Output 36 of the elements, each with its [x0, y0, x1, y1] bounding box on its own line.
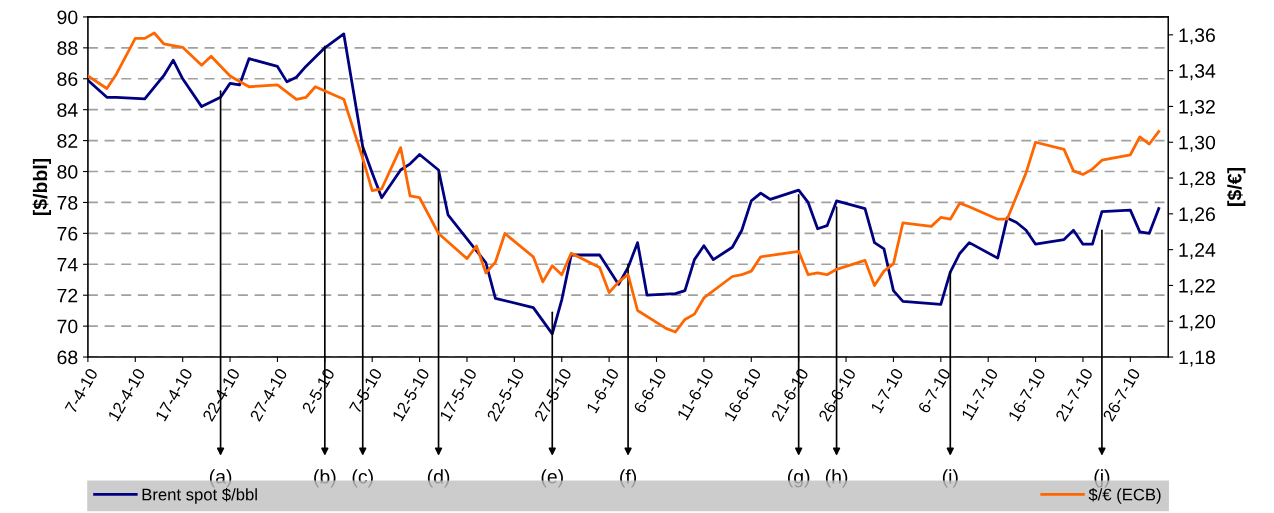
y2-tick-label: 1,26 — [1179, 207, 1215, 224]
legend-label: $/€ (ECB) — [1088, 487, 1161, 504]
annotation: (a) — [209, 469, 232, 488]
y-tick-label: 82 — [57, 134, 78, 148]
y2-tick-label: 1,20 — [1179, 314, 1216, 331]
annotation: (d) — [427, 469, 450, 488]
y2-tick-label: 1,34 — [1179, 64, 1216, 81]
annotation: (g) — [787, 469, 810, 488]
y2-tick-label: 1,22 — [1179, 278, 1215, 295]
y-tick-label: 86 — [57, 72, 78, 87]
legend-label: Brent spot $/bbl — [142, 487, 257, 504]
y2-axis-title: [$/€] — [1226, 168, 1246, 206]
y2-tick-label: 1,36 — [1179, 28, 1215, 45]
y-tick-label: 84 — [57, 103, 78, 117]
y2-tick-label: 1,28 — [1179, 171, 1215, 188]
y-tick-label: 88 — [57, 41, 78, 56]
annotation: (e) — [541, 469, 563, 488]
y-tick-label: 72 — [57, 288, 78, 303]
y-tick-label: 90 — [57, 10, 78, 25]
y-axis-title: [$/bbl] — [32, 158, 51, 216]
y-tick-label: 78 — [57, 195, 78, 210]
annotation: (j) — [1094, 469, 1110, 488]
y2-tick-label: 1,30 — [1179, 135, 1216, 152]
y-tick-label: 74 — [57, 257, 78, 272]
y-tick-label: 80 — [57, 165, 78, 179]
annotation: (b) — [314, 469, 336, 488]
annotation: (c) — [352, 469, 373, 488]
annotation: (i) — [942, 469, 958, 488]
y-tick-label: 70 — [57, 319, 78, 334]
y2-tick-label: 1,18 — [1179, 350, 1215, 367]
y-tick-label: 76 — [57, 226, 78, 241]
annotation: (h) — [825, 469, 848, 488]
y-tick-label: 68 — [57, 350, 78, 365]
annotation: (f) — [620, 469, 637, 488]
y2-tick-label: 1,24 — [1179, 243, 1216, 260]
y2-tick-label: 1,32 — [1179, 99, 1215, 116]
